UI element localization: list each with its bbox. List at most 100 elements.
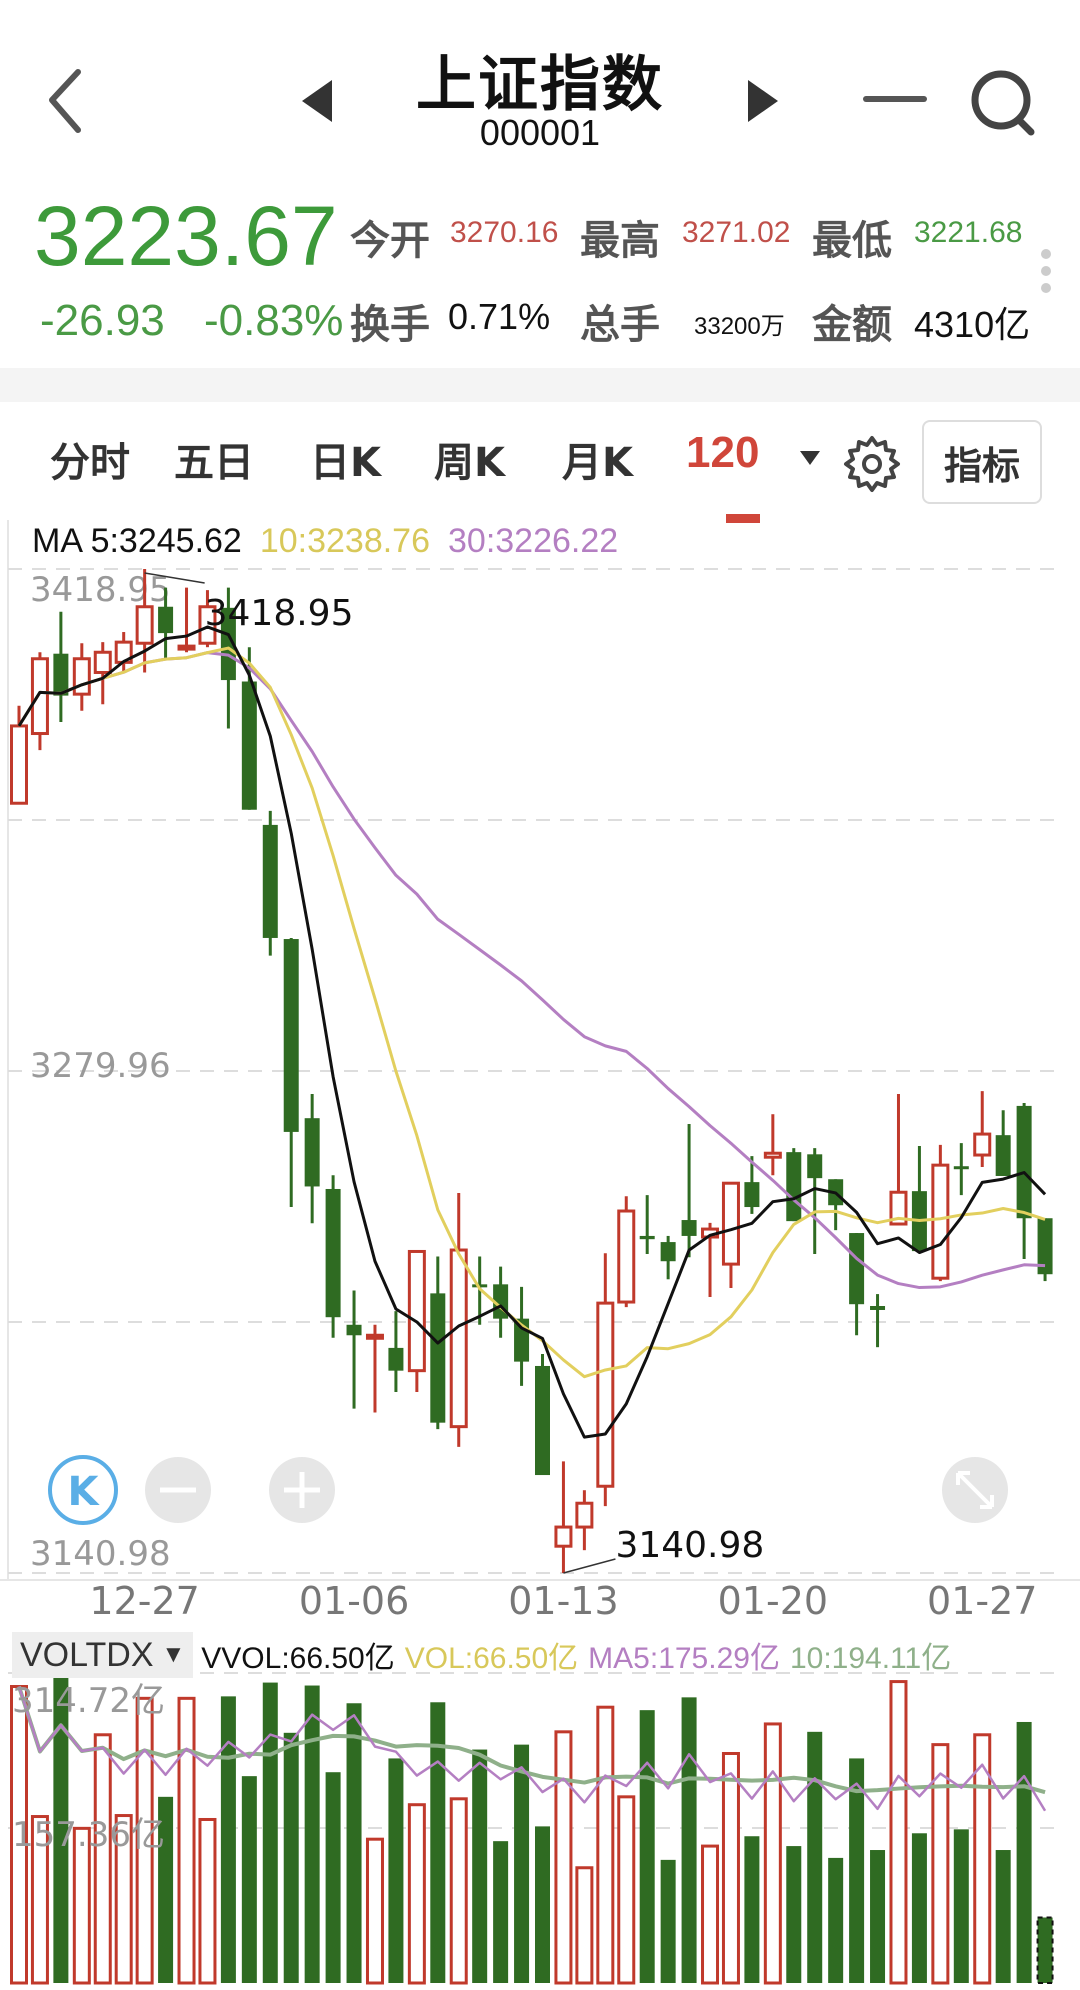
candle-up [596, 1301, 615, 1488]
volume-axis-label: 157.36亿 [12, 1815, 165, 1855]
tab-weekly-k[interactable]: 周K [434, 440, 505, 486]
candle-down [241, 681, 257, 810]
divider-band [0, 368, 1080, 402]
volume-bar-down [241, 1776, 257, 1983]
date-axis-label: 01-27 [927, 1579, 1037, 1623]
volume-bar-down [911, 1833, 927, 1983]
volume-bar-down [744, 1836, 760, 1983]
candle-up [135, 605, 154, 645]
volume-bar-up [93, 1733, 112, 1985]
volume-bar-up [72, 1826, 91, 1985]
date-axis-label: 01-06 [299, 1579, 409, 1623]
ma10-legend: 10:3238.76 [259, 522, 430, 560]
candle-up [30, 657, 49, 736]
volume-bar-up [575, 1866, 594, 1985]
max-price-annotation: 3418.95 [205, 593, 354, 634]
page-title: 上证指数 [416, 50, 664, 120]
vol-ma5-legend: MA5:175.29亿 [588, 1642, 780, 1675]
min-annotation-line [563, 1558, 616, 1574]
volume-ma5-line [17, 1686, 1047, 1812]
gear-icon [844, 436, 900, 492]
volume-bar-up [701, 1844, 720, 1985]
volume-bar-up [365, 1837, 384, 1985]
ma30-legend: 30:3226.22 [448, 522, 619, 560]
candle-down [220, 607, 236, 681]
tab-daily-k[interactable]: 日K [310, 440, 381, 486]
candle-up [763, 1151, 782, 1159]
price-change: -26.93 [40, 296, 165, 345]
turnover-label: 换手 [350, 302, 430, 348]
vol-legend: VOL:66.50亿 [404, 1642, 579, 1675]
price-axis-label: 3418.95 [30, 570, 171, 610]
minimize-button[interactable] [860, 84, 930, 114]
candle-down [786, 1152, 802, 1222]
candle-up [575, 1501, 594, 1529]
volume-bar-down [807, 1731, 823, 1983]
candle-down [995, 1135, 1011, 1176]
volume-bar-up [554, 1730, 573, 1985]
volume-bar-up [449, 1797, 468, 1985]
candle-down [283, 939, 299, 1132]
minus-icon [863, 96, 927, 102]
min-price-annotation: 3140.98 [615, 1525, 764, 1566]
candle-down [472, 1284, 488, 1288]
volume-bar-up [973, 1733, 992, 1985]
candle-up [198, 605, 217, 645]
price-axis-label: 3279.96 [30, 1046, 171, 1086]
volume-axis-label: 314.72亿 [12, 1681, 165, 1721]
volume-bar-up [931, 1743, 950, 1985]
candle-down [639, 1235, 655, 1240]
candle-up [973, 1132, 992, 1157]
candle-down [870, 1306, 886, 1310]
volume-bar-down [346, 1703, 362, 1983]
search-button[interactable] [965, 62, 1045, 142]
indicator-selector-label: VOLTDX [20, 1635, 154, 1674]
period-dropdown-button[interactable] [798, 448, 822, 468]
previous-stock-button[interactable] [296, 76, 336, 126]
volume-bar-down [535, 1826, 550, 1983]
tab-120-minute[interactable]: 120 [686, 428, 760, 477]
tab-monthly-k[interactable]: 月K [562, 440, 633, 486]
candle-down [807, 1154, 823, 1179]
k-icon: K [68, 1469, 101, 1515]
candle-down [535, 1365, 550, 1476]
candle-down [849, 1233, 865, 1305]
ma10-line [17, 646, 1046, 1379]
candle-up [617, 1209, 636, 1304]
tab-intraday[interactable]: 分时 [50, 440, 130, 486]
volume-bar-down [681, 1697, 697, 1983]
tab-five-day[interactable]: 五日 [174, 440, 254, 486]
indicator-button[interactable]: 指标 [922, 420, 1042, 504]
more-dots-handle[interactable] [1040, 246, 1052, 296]
next-stock-button[interactable] [744, 76, 784, 126]
triangle-left-icon [302, 80, 332, 122]
volume-bar-down [304, 1685, 320, 1983]
volume-bar-up [889, 1680, 908, 1985]
back-button[interactable] [30, 60, 100, 140]
volume-bar-down [220, 1696, 236, 1983]
candle-up [72, 657, 91, 696]
indicator-selector[interactable]: VOLTDX ▼ [12, 1632, 194, 1678]
ma5-line [17, 625, 1047, 1439]
candle-down [325, 1188, 341, 1318]
settings-button[interactable] [842, 434, 902, 494]
price-axis-label: 3140.98 [30, 1534, 171, 1574]
volume-bar-up [721, 1751, 740, 1985]
volume-bar-down [870, 1850, 886, 1983]
candle-up [554, 1525, 573, 1548]
volume-bar-up [198, 1817, 217, 1985]
ma5-legend: MA 5:3245.62 [32, 522, 242, 560]
candle-down [158, 606, 174, 634]
volume-bar-up [596, 1705, 615, 1985]
vertical-dots-icon [1041, 249, 1051, 293]
price-change-percent: -0.83% [204, 296, 344, 345]
expand-icon [956, 1471, 994, 1509]
volume-bar-down [283, 1732, 299, 1983]
candle-down [304, 1118, 320, 1187]
volume-bar-up [617, 1795, 636, 1985]
caret-down-icon [800, 451, 820, 465]
amount-value: 4310亿 [914, 304, 1031, 345]
volume-bar-down [639, 1710, 655, 1983]
k-line-mode-button[interactable] [48, 1455, 118, 1525]
